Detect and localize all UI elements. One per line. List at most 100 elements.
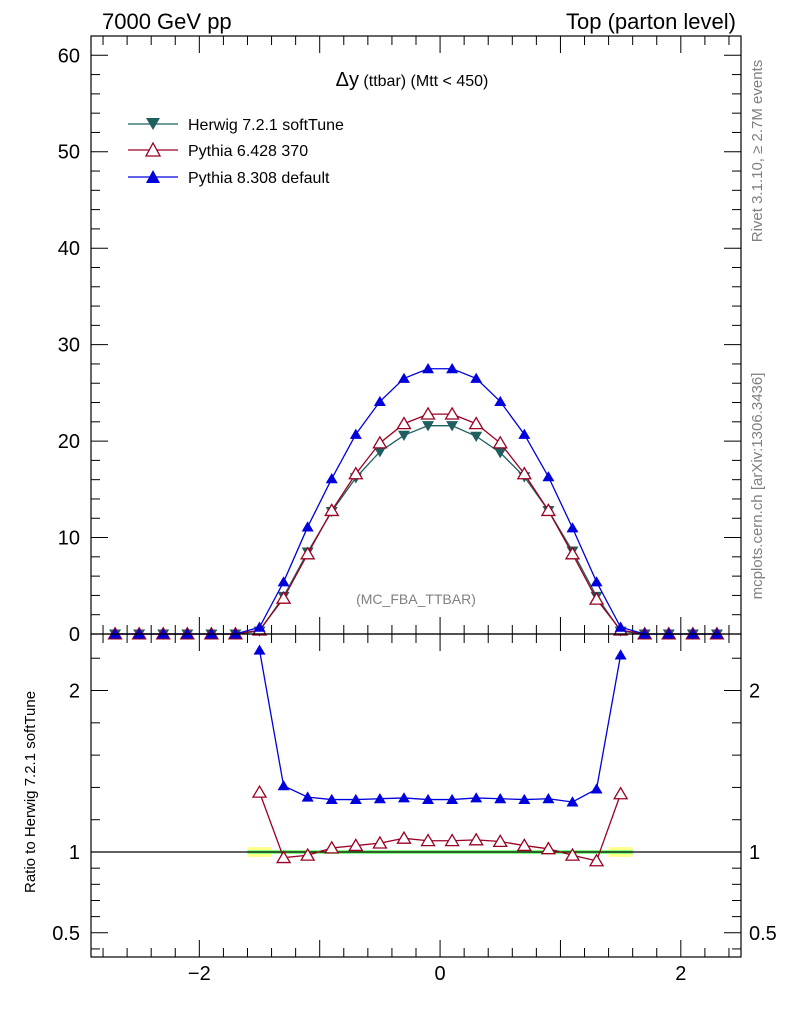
ratio-point	[372, 835, 388, 849]
y-tick-label: 20	[58, 431, 80, 453]
data-point	[492, 435, 508, 449]
legend-marker-herwig	[146, 118, 160, 130]
data-point	[420, 406, 436, 420]
ratio-point	[349, 793, 362, 805]
plot-title-rest: (ttbar) (Mtt < 450)	[359, 73, 488, 90]
data-point	[349, 428, 362, 439]
y-tick-label: 60	[58, 45, 80, 67]
ratio-point	[324, 840, 340, 854]
ratio-point	[397, 792, 410, 803]
data-point	[470, 372, 483, 383]
ratio-series-1	[251, 784, 629, 867]
data-point	[614, 621, 627, 632]
ratio-point	[470, 792, 483, 803]
ratio-series-2	[253, 644, 627, 807]
ratio-point	[468, 832, 484, 846]
ratio-point	[348, 838, 364, 852]
ratio-point	[494, 793, 507, 804]
data-point	[275, 590, 292, 604]
header-left: 7000 GeV pp	[102, 9, 232, 34]
ratio-line	[258, 650, 622, 803]
x-tick-label: −2	[188, 963, 211, 985]
data-point	[277, 576, 290, 587]
y-tick-label: 50	[58, 142, 80, 164]
data-point	[518, 428, 531, 439]
main-axes: 0 10 20 30 40 50 60	[58, 35, 741, 646]
data-point	[516, 466, 532, 480]
data-point	[373, 447, 386, 458]
ratio-point	[300, 847, 316, 861]
ratio-point	[325, 793, 338, 805]
legend: Herwig 7.2.1 softTune Pythia 6.428 370 P…	[128, 117, 344, 187]
ratio-point	[564, 847, 581, 861]
data-point	[566, 522, 579, 533]
ratio-point	[373, 793, 386, 804]
x-tick-label: 0	[435, 963, 446, 985]
data-point	[540, 503, 557, 517]
legend-label-pythia8: Pythia 8.308 default	[188, 170, 330, 187]
data-point	[470, 431, 483, 442]
y-tick-label: 2	[69, 681, 80, 703]
data-point	[494, 395, 507, 407]
data-point	[324, 503, 340, 517]
data-point	[588, 591, 605, 605]
y-tick-label-right: 1	[749, 842, 760, 864]
data-point	[397, 372, 410, 383]
ratio-point	[590, 783, 603, 794]
data-point	[396, 416, 412, 430]
x-tick-label: 2	[675, 963, 686, 985]
legend-marker-pythia6	[144, 141, 162, 157]
y-tick-label: 10	[58, 528, 80, 550]
data-point	[590, 576, 603, 587]
y-tick-label-right: 2	[749, 681, 760, 703]
ratio-point	[422, 793, 435, 805]
plot-title-main: Δy	[336, 69, 359, 91]
y-tick-label: 0.5	[52, 923, 80, 945]
ratio-point	[444, 833, 460, 847]
ratio-point	[518, 793, 531, 805]
y-tick-label: 0	[69, 624, 80, 646]
legend-label-herwig: Herwig 7.2.1 softTune	[188, 117, 344, 134]
ratio-point	[420, 833, 436, 847]
ratio-point	[540, 841, 557, 855]
data-point	[348, 466, 364, 480]
data-point	[422, 421, 435, 432]
ratio-point	[251, 784, 268, 798]
data-point	[542, 471, 555, 482]
data-point	[446, 421, 459, 432]
ratio-point	[275, 850, 292, 864]
ratio-point	[277, 780, 290, 791]
rivet-label: Rivet 3.1.10, ≥ 2.7M events	[749, 60, 766, 243]
data-point	[446, 363, 459, 374]
ratio-line	[258, 792, 622, 862]
data-point	[422, 363, 435, 374]
plot-title: Δy (ttbar) (Mtt < 450)	[336, 69, 489, 91]
data-point	[373, 395, 386, 407]
legend-marker-pythia8	[146, 170, 160, 183]
data-point	[468, 416, 484, 430]
ratio-point	[612, 786, 629, 800]
ratio-axes: −2 0 2 0.5 0.5 1 1 2 2	[52, 634, 777, 985]
ratio-point	[253, 644, 266, 655]
data-point	[397, 430, 410, 442]
y-tick-label: 40	[58, 238, 80, 260]
header-right: Top (parton level)	[566, 9, 736, 34]
ratio-point	[516, 838, 532, 852]
ratio-point	[446, 793, 459, 805]
data-point	[494, 448, 507, 459]
ratio-point	[542, 793, 555, 804]
ratio-point	[492, 834, 508, 848]
ratio-point	[566, 796, 579, 807]
data-point	[372, 435, 388, 449]
data-point	[301, 521, 314, 532]
ratio-ylabel: Ratio to Herwig 7.2.1 softTune	[22, 691, 39, 893]
data-point	[300, 546, 316, 560]
data-point	[444, 406, 460, 420]
data-point	[325, 473, 338, 484]
ratio-frame	[90, 633, 742, 958]
ratio-series	[251, 644, 629, 867]
y-tick-label-right: 0.5	[749, 923, 777, 945]
ratio-point	[396, 830, 412, 844]
y-tick-label: 1	[69, 842, 80, 864]
